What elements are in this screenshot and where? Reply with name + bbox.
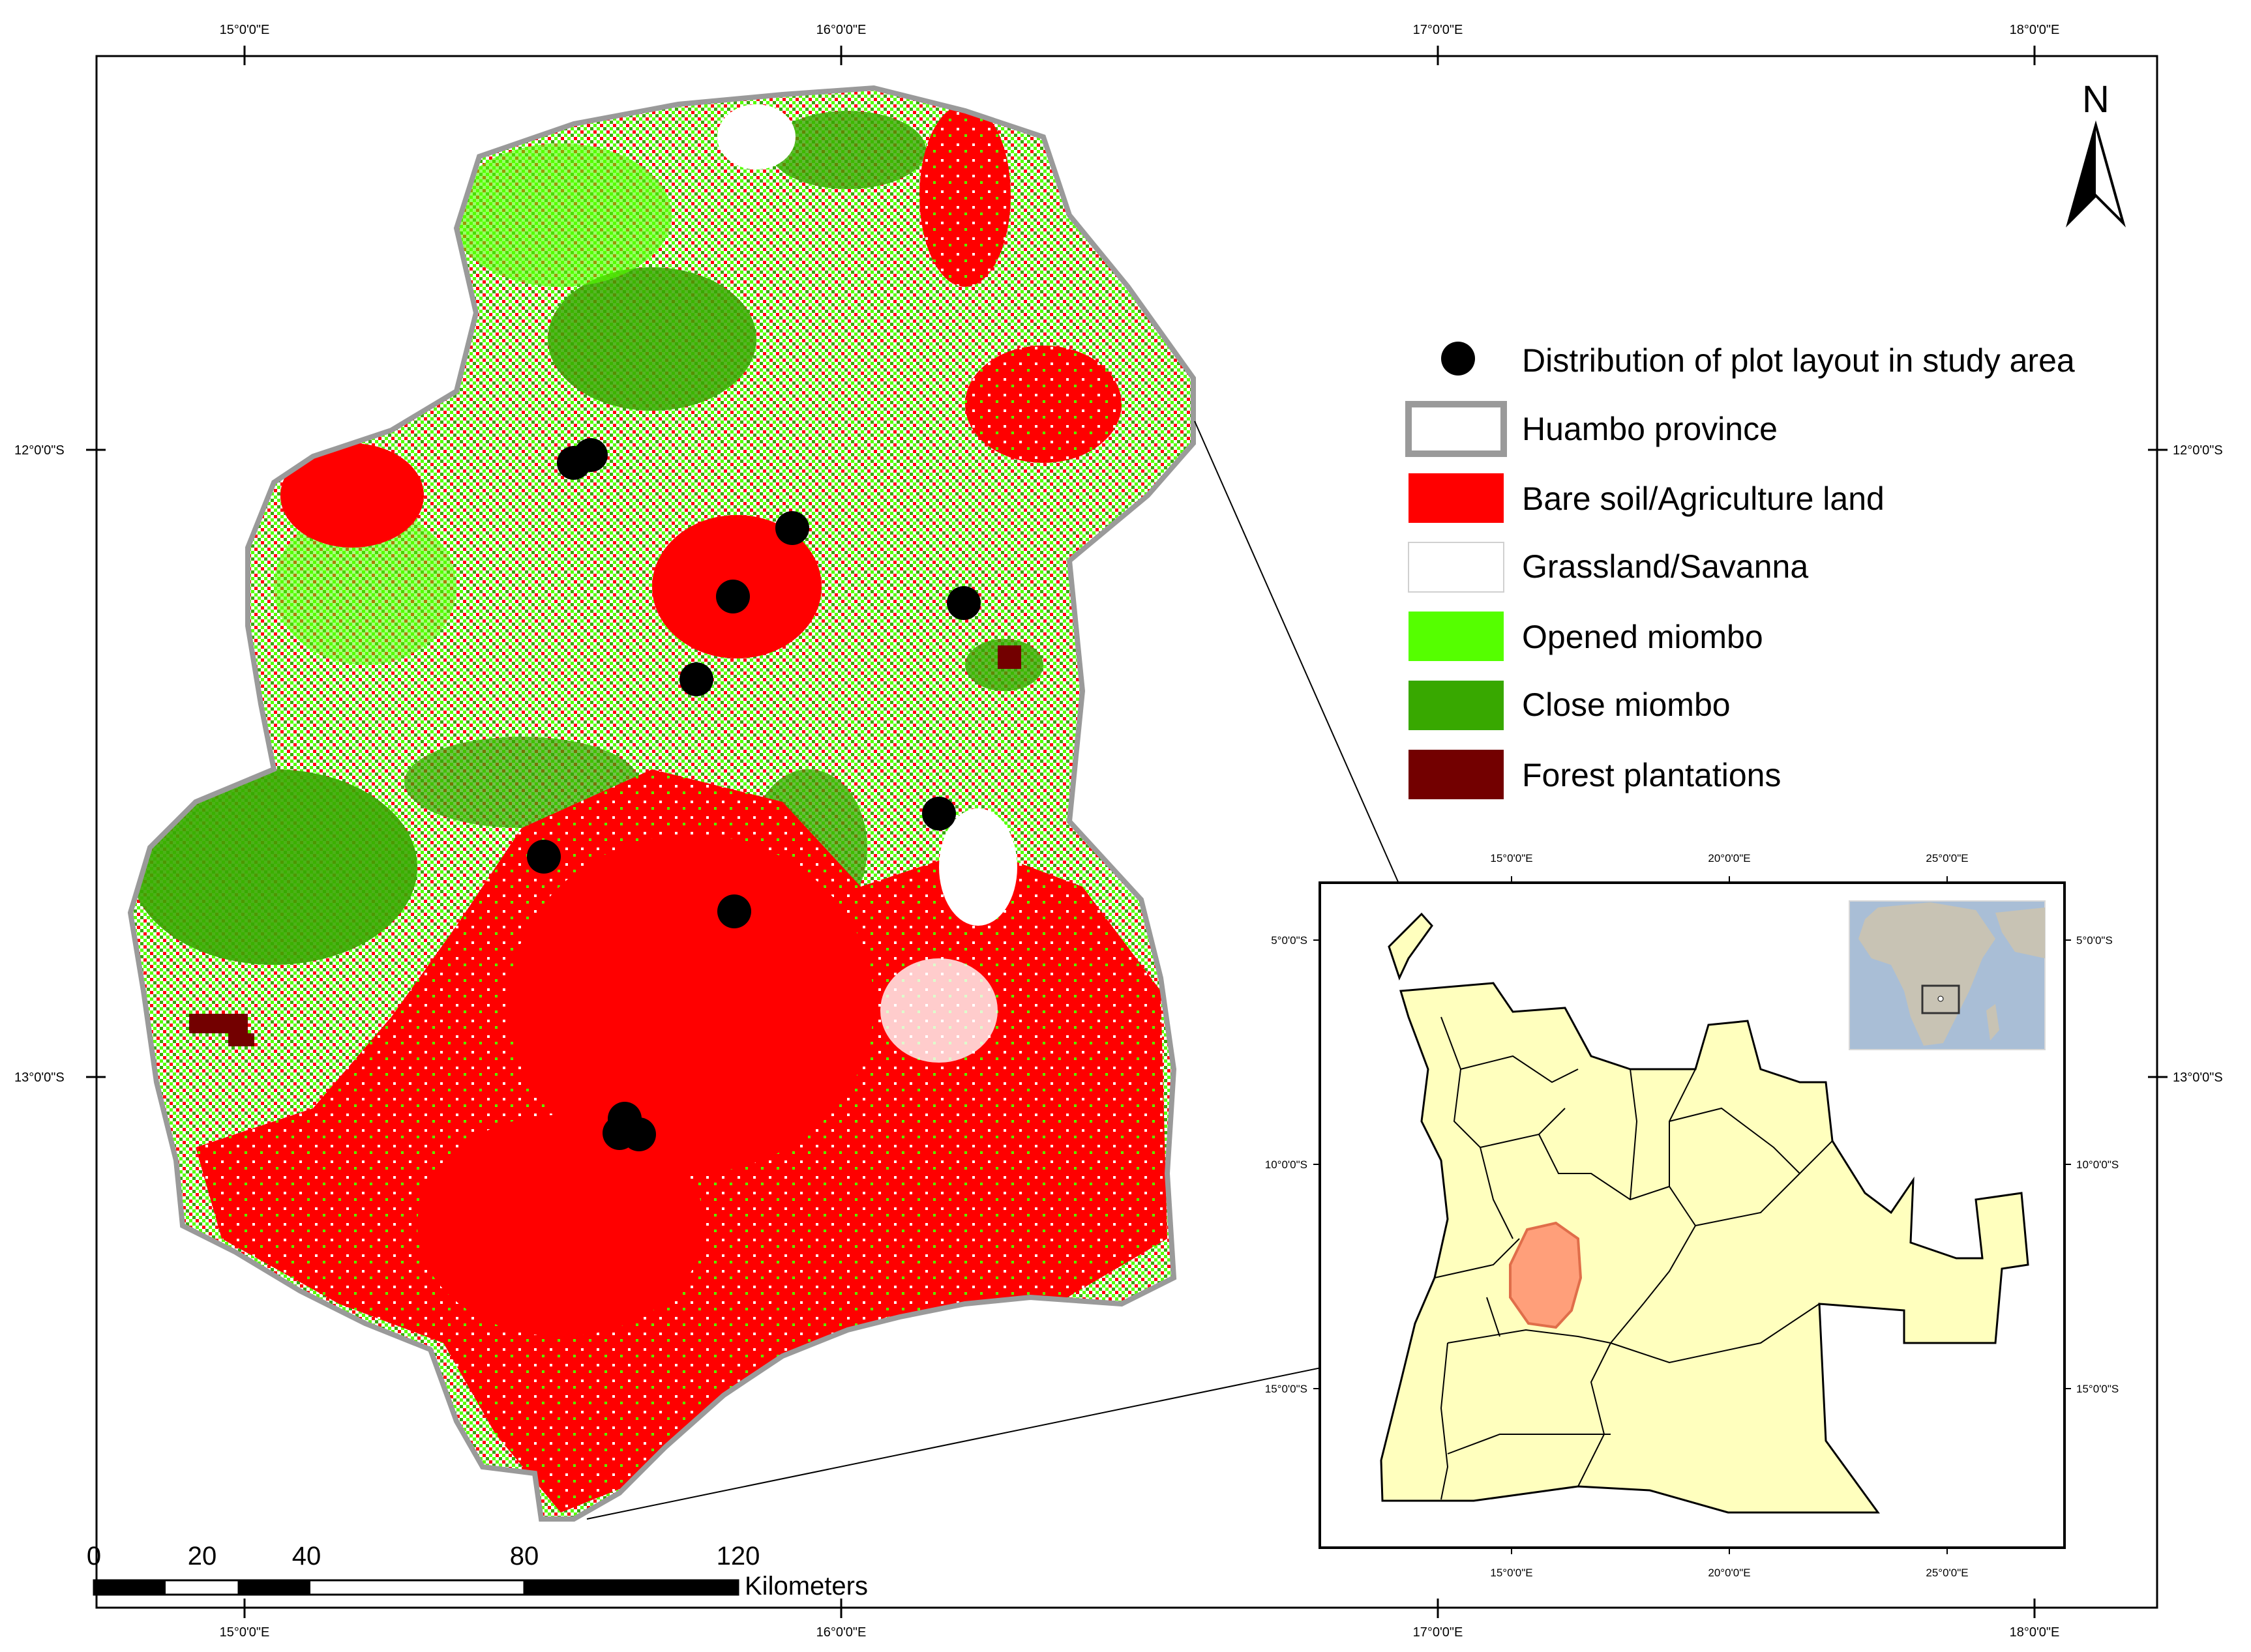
plot-dot [947, 586, 981, 620]
locator-box [1921, 984, 1960, 1014]
huambo-province-boundary [127, 85, 1196, 1522]
inset-graticule-label: 10°0'0"S [1265, 1158, 1307, 1171]
plot-dot [679, 662, 713, 696]
inset-graticule-label: 25°0'0"E [1926, 1567, 1968, 1579]
legend-swatch-plantation [1409, 750, 1504, 799]
legend-dot-symbol [1441, 342, 1475, 376]
legend-label: Opened miombo [1522, 619, 1763, 655]
legend-swatch-opened [1409, 612, 1504, 661]
graticule-bottom-label: 15°0'0"E [220, 1625, 270, 1640]
angola-country [1380, 912, 2029, 1514]
graticule-left-label: 13°0'0"S [14, 1070, 65, 1085]
graticule-top-label: 16°0'0"E [816, 23, 867, 37]
scale-tick-label: 40 [292, 1542, 321, 1571]
graticule-ticks [86, 46, 2168, 1618]
plot-dot [574, 438, 608, 472]
scale-tick-label: 120 [717, 1542, 760, 1571]
land-cover-map [130, 88, 1193, 1519]
inset-graticule-label: 15°0'0"S [2076, 1383, 2119, 1395]
graticule-left-label: 12°0'0"S [14, 443, 65, 458]
scale-bar: 0 20 40 80 120 Kilometers [87, 1542, 868, 1600]
inset-graticule-label: 15°0'0"S [1265, 1383, 1307, 1395]
scale-tick-label: 0 [87, 1542, 101, 1571]
plot-dot [527, 840, 561, 874]
plot-dot [922, 797, 956, 831]
scale-tick-label: 80 [510, 1542, 539, 1571]
legend-swatch-close [1409, 681, 1504, 730]
inset-graticule-label: 25°0'0"E [1926, 852, 1968, 864]
plot-dot [775, 511, 809, 545]
inset-graticule-label: 5°0'0"S [2076, 934, 2113, 947]
graticule-top-label: 15°0'0"E [220, 23, 270, 37]
world-locator-map [1849, 900, 2046, 1050]
legend-swatch-grassland [1408, 542, 1504, 593]
plot-dot [622, 1117, 656, 1151]
plot-dot [717, 894, 751, 928]
legend: Distribution of plot layout in study are… [1405, 342, 2075, 799]
graticule-right-label: 13°0'0"S [2173, 1070, 2223, 1085]
scale-tick-label: 20 [188, 1542, 217, 1571]
inset-graticule-label: 20°0'0"E [1708, 852, 1750, 864]
legend-swatch-bare [1409, 473, 1504, 523]
graticule-top-label: 17°0'0"E [1413, 23, 1463, 37]
graticule-right-label: 12°0'0"S [2173, 443, 2223, 458]
map-neatline [95, 55, 2158, 1609]
inset-graticule-label: 15°0'0"E [1490, 852, 1532, 864]
inset-graticule-label: 15°0'0"E [1490, 1567, 1532, 1579]
graticule-bottom-label: 16°0'0"E [816, 1625, 867, 1640]
north-arrow: N [2066, 78, 2126, 228]
legend-label: Grassland/Savanna [1522, 548, 1808, 585]
graticule-top-label: 18°0'0"E [2010, 23, 2060, 37]
graticule-bottom-label: 17°0'0"E [1413, 1625, 1463, 1640]
inset-map: 15°0'0"E 20°0'0"E 25°0'0"E 15°0'0"E 20°0… [1265, 852, 2119, 1579]
plot-dot [716, 580, 750, 613]
legend-label: Huambo province [1522, 411, 1778, 447]
legend-label: Close miombo [1522, 686, 1731, 723]
legend-label: Bare soil/Agriculture land [1522, 480, 1885, 517]
graticule-bottom-label: 18°0'0"E [2010, 1625, 2060, 1640]
scale-unit-label: Kilometers [745, 1572, 868, 1600]
legend-label: Distribution of plot layout in study are… [1522, 342, 2075, 379]
inset-graticule-label: 10°0'0"S [2076, 1158, 2119, 1171]
huambo-highlight [1509, 1221, 1583, 1329]
inset-graticule-label: 5°0'0"S [1271, 934, 1307, 947]
legend-label: Forest plantations [1522, 757, 1781, 793]
north-label: N [2082, 78, 2109, 121]
inset-graticule-label: 20°0'0"E [1708, 1567, 1750, 1579]
legend-outline-symbol [1405, 401, 1507, 457]
plot-locations [527, 438, 981, 1151]
